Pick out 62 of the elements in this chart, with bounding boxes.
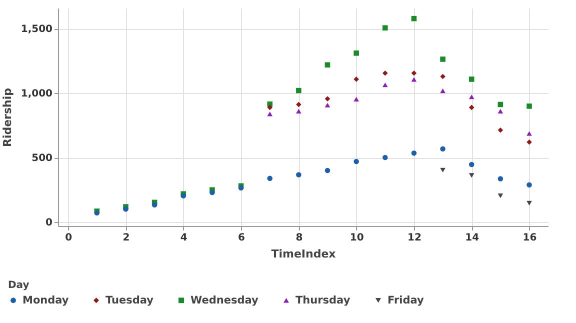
point (382, 154, 388, 160)
point (468, 104, 474, 110)
y-tick-label: 0 (46, 218, 53, 229)
point (382, 25, 388, 31)
point (468, 162, 474, 168)
point (498, 194, 504, 198)
point (468, 94, 474, 100)
point (354, 76, 359, 82)
legend-label: Wednesday (190, 294, 258, 306)
point (468, 173, 474, 178)
x-tick-label: 0 (65, 232, 72, 244)
legend-label: Friday (388, 294, 424, 306)
y-axis-title: Ridership (0, 88, 14, 148)
point (411, 70, 417, 76)
point (123, 206, 128, 212)
point (267, 176, 272, 182)
legend-label: Thursday (296, 294, 350, 306)
point (296, 172, 302, 178)
point (411, 150, 417, 156)
point (324, 62, 330, 68)
x-tick-label: 8 (296, 232, 303, 244)
x-tick-label: 4 (180, 232, 188, 244)
point (152, 202, 158, 208)
x-tick-label: 12 (408, 232, 422, 244)
point (440, 88, 446, 94)
y-tick-label: 500 (32, 153, 53, 164)
legend-label: Monday (22, 294, 69, 306)
point (498, 128, 504, 133)
point (324, 168, 330, 174)
point (296, 88, 302, 94)
point (267, 112, 272, 116)
point (468, 76, 474, 82)
point (526, 131, 532, 136)
x-tick-label: 16 (522, 232, 537, 244)
point (382, 82, 388, 88)
point (526, 104, 532, 109)
point (526, 182, 532, 188)
x-tick-label: 6 (238, 232, 246, 244)
point (498, 176, 504, 182)
x-tick-label: 14 (465, 232, 480, 244)
point (411, 77, 417, 82)
point (526, 200, 532, 206)
point (324, 102, 330, 108)
legend-label: Tuesday (106, 294, 154, 306)
point (267, 104, 272, 110)
x-axis-title: TimeIndex (271, 248, 336, 260)
point (354, 50, 359, 56)
point (382, 70, 388, 76)
legend-title: Day (8, 280, 30, 291)
point (440, 146, 446, 152)
y-tick-label: 1,500 (20, 24, 53, 36)
point (296, 108, 302, 114)
point (354, 96, 359, 102)
y-tick-label: 1,000 (20, 88, 53, 100)
point (526, 140, 532, 145)
x-tick-label: 2 (122, 232, 130, 244)
point (210, 190, 215, 196)
x-tick-label: 10 (350, 232, 364, 244)
point (440, 168, 446, 172)
point (498, 108, 504, 114)
point (354, 158, 359, 164)
point (440, 56, 446, 62)
